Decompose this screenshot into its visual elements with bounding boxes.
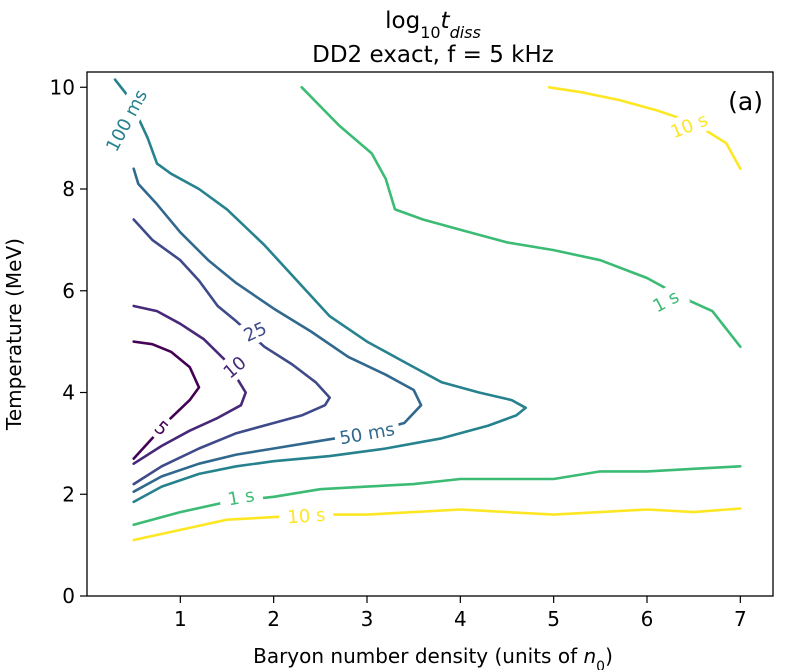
contour-label-bg-2-0 bbox=[235, 313, 275, 350]
x-tick-label-1: 1 bbox=[174, 607, 187, 631]
x-tick-label-2: 2 bbox=[267, 607, 280, 631]
x-axis-label: Baryon number density (units of n0) bbox=[253, 644, 613, 670]
contour-line-2 bbox=[132, 218, 331, 486]
contour-line-3 bbox=[132, 167, 423, 493]
contour-line-7 bbox=[547, 86, 742, 170]
x-tick-label-4: 4 bbox=[454, 607, 467, 631]
contour-label-bg-7-0 bbox=[659, 104, 719, 147]
plot-frame bbox=[86, 71, 774, 597]
y-axis-label: Temperature (MeV) bbox=[2, 238, 26, 431]
chart-title-line-2: DD2 exact, f = 5 kHz bbox=[312, 42, 554, 68]
x-tick-label-3: 3 bbox=[361, 607, 374, 631]
y-tick-label-6: 6 bbox=[62, 279, 75, 303]
contour-label-6-0: 1 s bbox=[226, 485, 256, 510]
x-axis-ticks: 1 2 3 4 5 6 7 bbox=[174, 596, 747, 631]
contour-label-4-0: 100 ms bbox=[102, 86, 152, 155]
contour-label-8-0: 10 s bbox=[287, 505, 326, 529]
contour-line-4 bbox=[113, 78, 527, 504]
y-tick-label-4: 4 bbox=[62, 381, 75, 405]
contour-line-8 bbox=[132, 507, 742, 542]
contour-label-bg-4-0 bbox=[97, 81, 155, 160]
x-tick-label-7: 7 bbox=[734, 607, 747, 631]
contour-label-bg-5-0 bbox=[641, 280, 691, 322]
contour-label-bg-1-0 bbox=[214, 347, 255, 387]
chart-title-line-1: log10tdiss bbox=[385, 8, 481, 42]
contour-label-bg-6-0 bbox=[217, 481, 265, 513]
contour-line-1 bbox=[132, 304, 247, 465]
contour-label-bg-0-0 bbox=[145, 412, 178, 445]
contour-label-bg-8-0 bbox=[278, 501, 335, 530]
contour-label-3-0: 50 ms bbox=[338, 419, 396, 449]
y-tick-label-0: 0 bbox=[62, 584, 75, 608]
contour-label-bg-3-0 bbox=[332, 415, 402, 451]
x-tick-label-5: 5 bbox=[547, 607, 560, 631]
x-tick-label-6: 6 bbox=[641, 607, 654, 631]
y-tick-label-2: 2 bbox=[62, 482, 75, 506]
y-tick-label-8: 8 bbox=[62, 177, 75, 201]
panel-label: (a) bbox=[728, 87, 763, 116]
y-tick-label-10: 10 bbox=[50, 75, 75, 99]
y-axis-ticks: 0 2 4 6 8 10 bbox=[50, 75, 87, 608]
contour-line-0 bbox=[132, 340, 201, 460]
